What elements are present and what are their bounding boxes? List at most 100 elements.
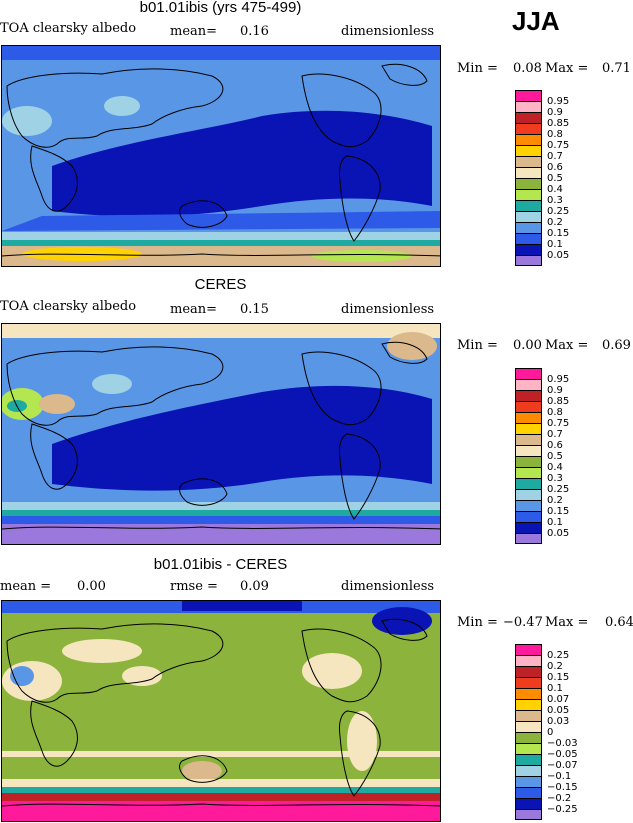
legend-swatch bbox=[515, 112, 542, 123]
panel-2-mean-value: 0.15 bbox=[240, 302, 269, 317]
legend-label: 0.05 bbox=[547, 250, 570, 261]
legend-label: 0.2 bbox=[547, 217, 563, 228]
legend-swatch bbox=[515, 156, 542, 167]
legend-swatch bbox=[515, 244, 542, 255]
legend-label: 0.3 bbox=[547, 195, 563, 206]
legend-label: −0.1 bbox=[547, 771, 572, 782]
legend-swatch bbox=[515, 743, 542, 754]
legend-label: 0.6 bbox=[547, 440, 563, 451]
panel-1-units: dimensionless bbox=[341, 24, 435, 39]
legend-label: 0.05 bbox=[547, 528, 570, 539]
legend-label: 0.07 bbox=[547, 694, 570, 705]
legend-label: 0.6 bbox=[547, 162, 563, 173]
legend-swatch bbox=[515, 222, 542, 233]
legend-swatch bbox=[515, 134, 542, 145]
legend-label: −0.03 bbox=[547, 738, 578, 749]
legend-swatch bbox=[515, 809, 542, 820]
panel-2-variable-label: TOA clearsky albedo bbox=[0, 299, 137, 314]
legend-swatch bbox=[515, 721, 542, 732]
panel-3-mean-value: 0.00 bbox=[77, 579, 106, 594]
legend-label: 0.3 bbox=[547, 473, 563, 484]
panel-3-max-label: Max = bbox=[545, 615, 589, 630]
legend-swatch bbox=[515, 200, 542, 211]
panel-3-map bbox=[1, 600, 441, 822]
legend-label: 0.4 bbox=[547, 462, 563, 473]
legend-label: 0.7 bbox=[547, 429, 563, 440]
legend-swatch bbox=[515, 101, 542, 112]
legend-label: 0.1 bbox=[547, 517, 563, 528]
legend-swatch bbox=[515, 710, 542, 721]
panel-1-map bbox=[1, 45, 441, 267]
panel-1-map-image bbox=[2, 46, 440, 266]
legend-label: 0.1 bbox=[547, 239, 563, 250]
legend-label: −0.07 bbox=[547, 760, 578, 771]
legend-label: 0.9 bbox=[547, 385, 563, 396]
legend-swatch bbox=[515, 787, 542, 798]
legend-label: 0.75 bbox=[547, 418, 570, 429]
legend-label: 0.1 bbox=[547, 683, 563, 694]
panel-2-map bbox=[1, 323, 441, 545]
legend-swatch bbox=[515, 688, 542, 699]
panel-2-title: CERES bbox=[194, 276, 247, 293]
legend-label: −0.2 bbox=[547, 793, 572, 804]
legend-label: 0.2 bbox=[547, 661, 563, 672]
panel-3-map-image bbox=[2, 601, 440, 821]
legend-swatch bbox=[515, 90, 542, 101]
panel-3-min-value: −0.47 bbox=[503, 615, 543, 630]
legend-swatch bbox=[515, 401, 542, 412]
legend-swatch bbox=[515, 178, 542, 189]
legend-swatch bbox=[515, 423, 542, 434]
panel-3-units: dimensionless bbox=[341, 579, 435, 594]
legend-swatch bbox=[515, 754, 542, 765]
legend-swatch bbox=[515, 478, 542, 489]
legend-label: 0.2 bbox=[547, 495, 563, 506]
legend-swatch bbox=[515, 732, 542, 743]
panel-3-title: b01.01ibis - CERES bbox=[153, 556, 288, 573]
panel-2-max-value: 0.69 bbox=[602, 338, 631, 353]
panel-2-mean-label: mean= bbox=[170, 302, 218, 317]
legend-label: 0.9 bbox=[547, 107, 563, 118]
panel-2-map-image bbox=[2, 324, 440, 544]
legend-swatch bbox=[515, 677, 542, 688]
panel-2-max-label: Max = bbox=[545, 338, 589, 353]
panel-2-units: dimensionless bbox=[341, 302, 435, 317]
legend-swatch bbox=[515, 644, 542, 655]
legend-label: 0 bbox=[547, 727, 554, 738]
legend-label: 0.8 bbox=[547, 129, 563, 140]
legend-swatch bbox=[515, 776, 542, 787]
legend-label: 0.03 bbox=[547, 716, 570, 727]
panel-3-min-label: Min = bbox=[457, 615, 498, 630]
legend-label: 0.95 bbox=[547, 374, 570, 385]
legend-label: 0.15 bbox=[547, 228, 570, 239]
panel-1-max-label: Max = bbox=[545, 61, 589, 76]
legend-label: −0.05 bbox=[547, 749, 578, 760]
legend-label: 0.15 bbox=[547, 672, 570, 683]
legend-swatch bbox=[515, 445, 542, 456]
legend-swatch bbox=[515, 145, 542, 156]
legend-swatch bbox=[515, 511, 542, 522]
legend-swatch bbox=[515, 123, 542, 134]
legend-label: −0.25 bbox=[547, 804, 578, 815]
legend-swatch bbox=[515, 699, 542, 710]
legend-swatch bbox=[515, 233, 542, 244]
legend-label: −0.15 bbox=[547, 782, 578, 793]
legend-swatch bbox=[515, 189, 542, 200]
panel-1-title: b01.01ibis (yrs 475-499) bbox=[139, 0, 302, 16]
legend-swatch bbox=[515, 798, 542, 809]
legend-swatch bbox=[515, 522, 542, 533]
legend-swatch bbox=[515, 412, 542, 423]
legend-label: 0.25 bbox=[547, 650, 570, 661]
season-label: JJA bbox=[512, 6, 560, 36]
legend-label: 0.85 bbox=[547, 118, 570, 129]
legend-swatch bbox=[515, 434, 542, 445]
panel-1-mean-label: mean= bbox=[170, 24, 218, 39]
legend-label: 0.8 bbox=[547, 407, 563, 418]
legend-label: 0.95 bbox=[547, 96, 570, 107]
legend-swatch bbox=[515, 467, 542, 478]
legend-label: 0.4 bbox=[547, 184, 563, 195]
panel-1-variable-label: TOA clearsky albedo bbox=[0, 21, 137, 36]
legend-swatch bbox=[515, 167, 542, 178]
legend-label: 0.05 bbox=[547, 705, 570, 716]
legend-swatch bbox=[515, 255, 542, 266]
legend-label: 0.5 bbox=[547, 173, 563, 184]
